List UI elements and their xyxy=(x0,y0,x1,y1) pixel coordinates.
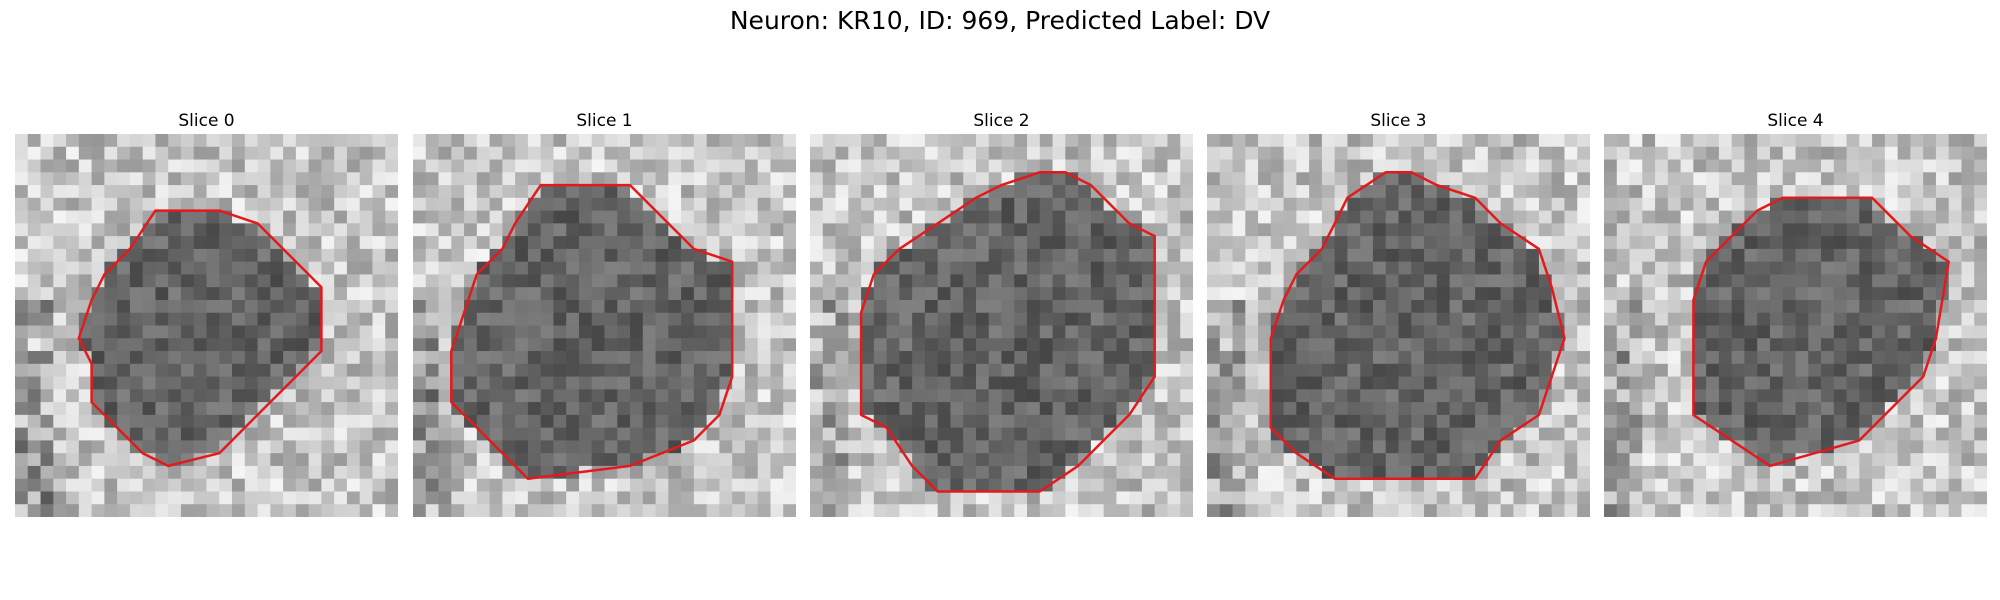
slice-title: Slice 2 xyxy=(973,111,1030,131)
slice-title: Slice 1 xyxy=(576,111,633,131)
slice-image xyxy=(1207,134,1590,517)
slice-title: Slice 4 xyxy=(1767,111,1824,131)
neuron-contour xyxy=(1269,171,1566,480)
pixel-texture xyxy=(15,134,398,517)
slice-panel: Slice 2 xyxy=(810,108,1193,517)
slice-title: Slice 0 xyxy=(178,111,235,131)
pixel-texture xyxy=(1604,134,1987,517)
pixel-texture xyxy=(810,134,1193,517)
slice-panel: Slice 4 xyxy=(1604,108,1987,517)
neuron-contour xyxy=(859,171,1156,493)
pixel-texture xyxy=(413,134,796,517)
slice-image xyxy=(15,134,398,517)
slice-title: Slice 3 xyxy=(1370,111,1427,131)
slice-image xyxy=(810,134,1193,517)
pixel-texture xyxy=(1207,134,1590,517)
slice-panel: Slice 0 xyxy=(15,108,398,517)
slice-panel: Slice 1 xyxy=(413,108,796,517)
neuron-contour xyxy=(450,183,734,480)
slice-image xyxy=(413,134,796,517)
neuron-contour xyxy=(77,209,323,468)
slice-image xyxy=(1604,134,1987,517)
figure-title: Neuron: KR10, ID: 969, Predicted Label: … xyxy=(729,6,1271,35)
slice-panel: Slice 3 xyxy=(1207,108,1590,517)
neuron-contour xyxy=(1692,196,1950,468)
